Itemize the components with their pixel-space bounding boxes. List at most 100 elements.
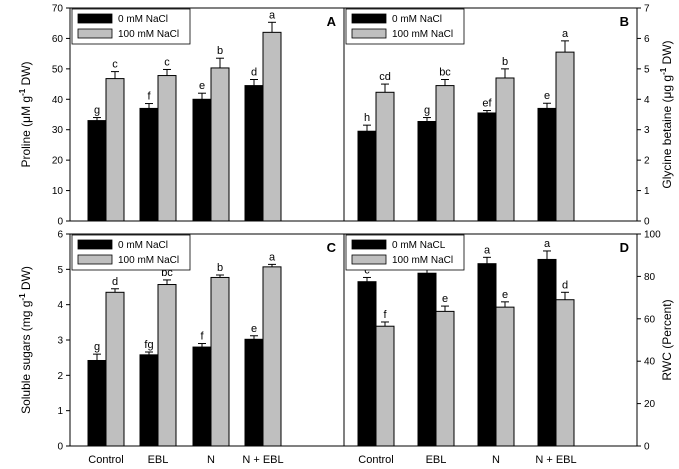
bar-d-high-salt-4 bbox=[555, 299, 575, 447]
y-axis-label: Glycine betaine (μg g-1 DW) bbox=[659, 40, 674, 188]
bar-c-high-salt-1 bbox=[105, 291, 125, 447]
bar-a-high-salt-4 bbox=[262, 31, 282, 222]
significance-letter: b bbox=[502, 56, 508, 68]
x-category-label: Control bbox=[358, 454, 393, 466]
legend: 0 mM NaCl 100 mM NaCl bbox=[71, 8, 191, 45]
y-tick-label: 2 bbox=[644, 156, 650, 167]
bar-b-control-salt-2 bbox=[417, 120, 437, 222]
y-tick-label: 40 bbox=[52, 95, 64, 106]
x-category-label: EBL bbox=[426, 454, 447, 466]
significance-letter: a bbox=[269, 9, 276, 21]
legend-swatch bbox=[77, 28, 113, 39]
significance-letter: fg bbox=[144, 339, 153, 351]
y-tick-label: 5 bbox=[644, 64, 650, 75]
bar-a-control-salt-1 bbox=[87, 120, 107, 222]
significance-letter: g bbox=[94, 105, 100, 117]
bar-a-control-salt-4 bbox=[244, 85, 264, 222]
y-tick-label: 10 bbox=[52, 186, 64, 197]
significance-letter: f bbox=[200, 331, 204, 343]
bar-d-control-salt-3 bbox=[477, 263, 497, 447]
y-tick-label: 0 bbox=[57, 217, 63, 228]
panel-letter: A bbox=[327, 14, 337, 29]
y-tick-label: 3 bbox=[57, 336, 63, 347]
legend-label: 100 mM NaCl bbox=[392, 255, 453, 266]
panel-letter: B bbox=[620, 14, 629, 29]
bar-c-control-salt-4 bbox=[244, 338, 264, 447]
y-tick-label: 0 bbox=[644, 217, 650, 228]
x-category-label: N bbox=[207, 454, 215, 466]
bar-d-high-salt-1 bbox=[375, 325, 395, 447]
x-category-label: N + EBL bbox=[242, 454, 283, 466]
y-tick-label: 7 bbox=[644, 4, 650, 15]
significance-letter: a bbox=[484, 244, 491, 256]
significance-letter: d bbox=[112, 276, 118, 288]
y-tick-label: 100 bbox=[644, 230, 661, 241]
significance-letter: a bbox=[562, 28, 569, 40]
y-tick-label: 6 bbox=[57, 230, 63, 241]
significance-letter: e bbox=[544, 90, 550, 102]
bar-b-high-salt-1 bbox=[375, 91, 395, 222]
bar-d-control-salt-1 bbox=[357, 281, 377, 447]
legend-label: 0 mM NaCl bbox=[118, 240, 168, 251]
y-axis-label: RWC (Percent) bbox=[660, 299, 674, 380]
significance-letter: b bbox=[217, 262, 223, 274]
legend-swatch bbox=[351, 239, 387, 250]
legend: 0 mM NaCl 100 mM NaCl bbox=[345, 8, 465, 45]
bar-c-high-salt-3 bbox=[210, 276, 230, 447]
bar-a-high-salt-1 bbox=[105, 78, 125, 222]
significance-letter: g bbox=[424, 105, 430, 117]
legend-label: 0 mM NaCl bbox=[392, 14, 442, 25]
bar-b-control-salt-4 bbox=[537, 107, 557, 222]
significance-letter: d bbox=[251, 67, 257, 79]
y-tick-label: 30 bbox=[52, 125, 64, 136]
bar-c-control-salt-2 bbox=[139, 354, 159, 447]
significance-letter: a bbox=[269, 251, 276, 263]
significance-letter: b bbox=[217, 45, 223, 57]
x-category-label: EBL bbox=[148, 454, 169, 466]
bar-a-control-salt-3 bbox=[192, 98, 212, 222]
y-tick-label: 0 bbox=[644, 442, 650, 453]
y-tick-label: 3 bbox=[644, 125, 650, 136]
legend-swatch bbox=[77, 13, 113, 24]
bar-d-high-salt-3 bbox=[495, 306, 515, 447]
bar-a-high-salt-2 bbox=[157, 75, 177, 222]
significance-letter: bc bbox=[439, 67, 451, 79]
y-tick-label: 80 bbox=[644, 272, 656, 283]
y-tick-label: 0 bbox=[57, 442, 63, 453]
panel-b: 0 1 2 3 4 5 6 7 Glycine betaine (μg g-1 DW) h g ef e… bbox=[343, 4, 674, 228]
legend-label: 0 mM NaCL bbox=[392, 240, 446, 251]
y-tick-label: 2 bbox=[57, 371, 63, 382]
legend-label: 100 mM NaCl bbox=[118, 29, 179, 40]
y-tick-label: 6 bbox=[644, 34, 650, 45]
bar-c-control-salt-3 bbox=[192, 346, 212, 447]
y-tick-label: 1 bbox=[57, 406, 63, 417]
y-tick-label: 5 bbox=[57, 265, 63, 276]
y-tick-label: 4 bbox=[644, 95, 650, 106]
significance-letter: c bbox=[364, 264, 370, 276]
legend-label: 0 mM NaCl bbox=[118, 14, 168, 25]
legend-label: 100 mM NaCl bbox=[392, 29, 453, 40]
legend-swatch bbox=[351, 254, 387, 265]
bar-b-high-salt-3 bbox=[495, 77, 515, 222]
y-tick-label: 50 bbox=[52, 64, 64, 75]
y-axis-label: Soluble sugars (mg g-1 DW) bbox=[18, 266, 33, 414]
bar-c-high-salt-4 bbox=[262, 266, 282, 447]
bar-d-control-salt-4 bbox=[537, 258, 557, 447]
y-tick-label: 4 bbox=[57, 300, 63, 311]
panel-letter: D bbox=[620, 240, 629, 255]
significance-letter: c bbox=[112, 59, 118, 71]
bar-c-high-salt-2 bbox=[157, 284, 177, 447]
legend-swatch bbox=[351, 28, 387, 39]
legend: 0 mM NaCl 100 mM NaCl bbox=[71, 234, 191, 271]
x-category-label: N bbox=[492, 454, 500, 466]
y-tick-label: 60 bbox=[52, 34, 64, 45]
x-category-label: N + EBL bbox=[535, 454, 576, 466]
significance-letter: e bbox=[502, 289, 508, 301]
significance-letter: f bbox=[147, 91, 151, 103]
y-tick-label: 20 bbox=[644, 399, 656, 410]
significance-letter: cd bbox=[379, 71, 391, 83]
bar-d-high-salt-2 bbox=[435, 310, 455, 447]
legend-swatch bbox=[77, 254, 113, 265]
